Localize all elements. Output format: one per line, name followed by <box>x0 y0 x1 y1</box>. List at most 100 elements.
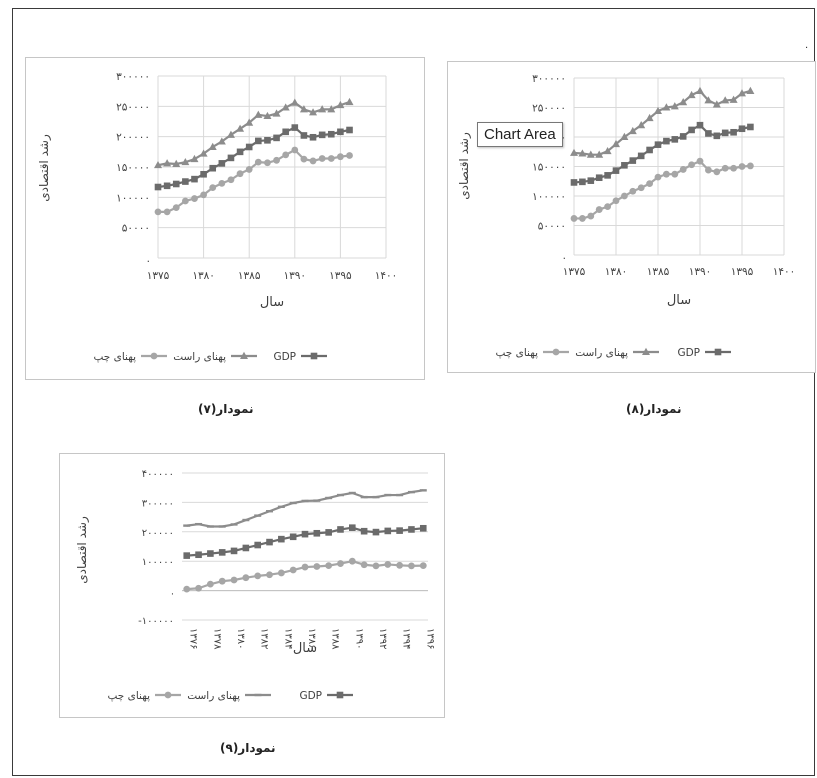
data-point <box>191 175 198 183</box>
data-point <box>408 562 415 570</box>
x-tick-label: ۱۳۸۰ <box>235 628 246 649</box>
y-tick-label: ۱۵۰۰۰۰ <box>532 162 566 174</box>
data-point <box>629 187 637 195</box>
data-point <box>360 561 368 569</box>
data-point <box>336 100 345 109</box>
data-point <box>372 495 380 499</box>
data-point <box>604 203 611 211</box>
data-point <box>679 166 687 173</box>
legend-label: پهنای چپ <box>108 690 151 702</box>
data-point <box>264 159 271 167</box>
chart-9-caption: نمودار(۹) <box>220 741 276 755</box>
series-line-1 <box>573 89 751 156</box>
data-point <box>301 530 309 538</box>
data-point <box>195 551 202 559</box>
data-point <box>245 143 253 151</box>
data-point <box>738 163 746 170</box>
y-tick-label: ۱۰۰۰۰۰ <box>142 557 174 568</box>
data-point <box>272 109 281 117</box>
data-point <box>227 154 235 162</box>
data-point <box>266 538 273 546</box>
data-point <box>570 148 578 156</box>
chart-7[interactable]: ۳۰۰۰۰۰ ۲۵۰۰۰۰ ۲۰۰۰۰۰ ۱۵۰۰۰۰ ۱۰۰۰۰۰ ۵۰۰۰۰. ۱۳۷۵… <box>25 57 425 380</box>
chart-8[interactable]: ۳۰۰۰۰۰۲۵۰۰۰۰۲۰۰۰۰۰۱۵۰۰۰۰۱۰۰۰۰۰۵۰۰۰۰.۱۳۷۵… <box>447 61 816 373</box>
legend-marker <box>240 351 248 359</box>
y-tick-label: ۲۰۰۰۰۰ <box>116 132 150 144</box>
data-point <box>730 128 737 136</box>
data-point <box>309 108 318 116</box>
data-point <box>218 577 226 585</box>
data-point <box>604 172 611 179</box>
data-point <box>291 146 299 154</box>
data-point <box>218 525 226 528</box>
legend-marker <box>254 693 262 697</box>
data-point <box>721 129 729 137</box>
data-point <box>612 139 620 148</box>
data-point <box>282 128 289 136</box>
y-tick-label: ۱۰۰۰۰۰ <box>532 191 566 203</box>
data-point <box>195 522 203 526</box>
data-point <box>254 514 262 517</box>
data-point <box>407 490 415 494</box>
data-point <box>337 153 344 161</box>
legend-label: GDP <box>273 351 296 363</box>
y-tick-label: ۲۰۰۰۰۰ <box>142 528 174 539</box>
data-point <box>688 126 695 134</box>
x-tick-label: ۱۳۹۴ <box>401 628 412 649</box>
data-point <box>337 128 344 136</box>
data-point <box>163 159 172 167</box>
legend-label: GDP <box>299 690 322 702</box>
data-point <box>587 212 595 220</box>
data-point <box>721 164 729 172</box>
data-point <box>291 124 299 131</box>
chart-7-caption: نمودار(۷) <box>198 402 254 416</box>
data-point <box>654 141 662 148</box>
x-tick-label: ۱۳۹۶ <box>424 628 435 649</box>
data-point <box>242 518 250 522</box>
x-tick-label: ۱۳۸۰ <box>192 270 215 282</box>
chart-9[interactable]: ۴۰۰۰۰۰ ۳۰۰۰۰۰ ۲۰۰۰۰۰ ۱۰۰۰۰۰. -۱۰۰۰۰۰ ۱۳۷۶ ۱۳۷۸… <box>59 453 445 718</box>
data-point <box>747 162 754 170</box>
x-axis-title: سال <box>667 293 691 308</box>
data-point <box>181 197 189 205</box>
data-point <box>154 208 162 216</box>
data-point <box>654 106 662 115</box>
data-point <box>289 533 297 541</box>
page-frame <box>12 8 815 776</box>
data-point <box>242 544 250 552</box>
y-tick-label: ۳۰۰۰۰۰ <box>116 71 150 83</box>
data-point <box>360 495 368 499</box>
data-point <box>278 535 285 543</box>
data-point <box>570 179 578 186</box>
series-line-1 <box>157 101 350 167</box>
data-point <box>245 118 254 126</box>
x-tick-label: ۱۳۹۰ <box>353 628 364 649</box>
x-tick-label: ۱۳۷۵ <box>563 266 586 278</box>
data-point <box>621 192 628 200</box>
data-point <box>277 569 285 577</box>
data-point <box>300 155 308 163</box>
data-point <box>595 174 603 182</box>
data-point <box>200 170 207 178</box>
data-point <box>172 159 181 167</box>
data-point <box>183 552 191 559</box>
y-axis-title: رشد اقتصادی <box>37 134 52 202</box>
data-point <box>348 491 356 495</box>
data-point <box>629 157 637 164</box>
legend-marker <box>714 348 722 356</box>
data-point <box>254 541 261 549</box>
data-point <box>713 168 721 176</box>
data-point <box>206 525 214 528</box>
data-point <box>696 157 704 165</box>
data-point <box>207 550 214 557</box>
data-point <box>579 178 586 186</box>
data-point <box>266 510 274 513</box>
series-line-0 <box>157 126 350 189</box>
data-point <box>254 110 263 118</box>
data-point <box>586 150 595 158</box>
data-point <box>663 170 670 178</box>
data-point <box>419 562 427 570</box>
data-point <box>384 493 392 497</box>
data-point <box>662 103 671 111</box>
x-tick-label: ۱۳۹۵ <box>329 270 352 282</box>
